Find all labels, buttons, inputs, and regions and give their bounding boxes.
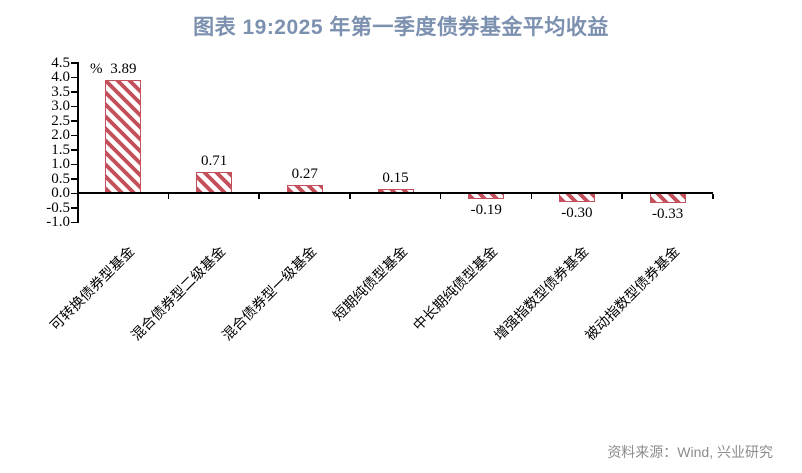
bar-value-label: -0.19 (470, 202, 502, 218)
category-label: 混合债券型二级基金 (129, 244, 230, 345)
x-tick-mark (349, 194, 351, 199)
y-tick-label: 2.0 (51, 127, 70, 143)
y-tick-mark (71, 207, 77, 209)
y-tick-mark (71, 120, 77, 122)
y-tick-label: 1.5 (51, 141, 70, 158)
y-axis-line (77, 62, 79, 223)
bar (558, 193, 595, 202)
category-label: 混合债券型一级基金 (220, 244, 320, 345)
bar (105, 80, 142, 193)
x-tick-mark (439, 194, 442, 199)
category-label: 短期纯债型基金 (330, 244, 411, 325)
category-label: 被动指数型债券基金 (582, 244, 683, 345)
y-tick-mark (71, 178, 77, 180)
y-tick-label: -1.0 (46, 214, 70, 230)
y-tick-mark (71, 149, 77, 151)
y-tick-label: 3.5 (51, 83, 70, 100)
y-tick-mark (71, 105, 77, 107)
x-tick-mark (167, 194, 170, 199)
category-label: 中长期纯债型基金 (411, 244, 502, 335)
bar-value-label: 0.27 (291, 166, 318, 182)
source-note: 资料来源：Wind, 兴业研究 (607, 444, 773, 460)
y-axis-unit-label: % (90, 61, 103, 77)
category-label: 增强指数型债券基金 (492, 244, 592, 345)
bar-value-label: -0.33 (652, 206, 684, 222)
bar-value-label: 0.71 (200, 153, 228, 169)
bar (196, 172, 233, 193)
x-tick-mark (258, 194, 260, 199)
y-tick-mark (71, 62, 77, 64)
bar-value-label: 0.15 (382, 170, 409, 186)
y-tick-label: 1.0 (51, 156, 70, 172)
y-tick-mark (71, 163, 77, 165)
y-tick-label: 3.0 (51, 98, 70, 114)
y-tick-mark (71, 192, 77, 194)
y-tick-label: 4.0 (51, 69, 70, 85)
bar-value-label: -0.30 (561, 205, 593, 221)
x-tick-mark (712, 194, 714, 199)
chart-title: 图表 19:2025 年第一季度债券基金平均收益 (193, 16, 609, 39)
x-tick-mark (621, 194, 623, 199)
y-tick-mark (71, 91, 77, 93)
y-tick-label: 0.5 (51, 170, 70, 187)
y-tick-mark (71, 134, 77, 136)
category-label: 可转换债券型基金 (48, 244, 139, 335)
y-tick-mark (71, 221, 77, 223)
bar-value-label: 3.89 (110, 61, 137, 77)
x-tick-mark (530, 194, 533, 199)
bar (649, 193, 686, 203)
y-tick-label: 4.5 (51, 54, 70, 71)
x-axis-line (78, 192, 713, 194)
y-tick-mark (71, 76, 77, 78)
y-tick-label: 0.0 (51, 185, 70, 201)
y-tick-label: -0.5 (46, 199, 70, 216)
y-tick-label: 2.5 (51, 112, 70, 129)
